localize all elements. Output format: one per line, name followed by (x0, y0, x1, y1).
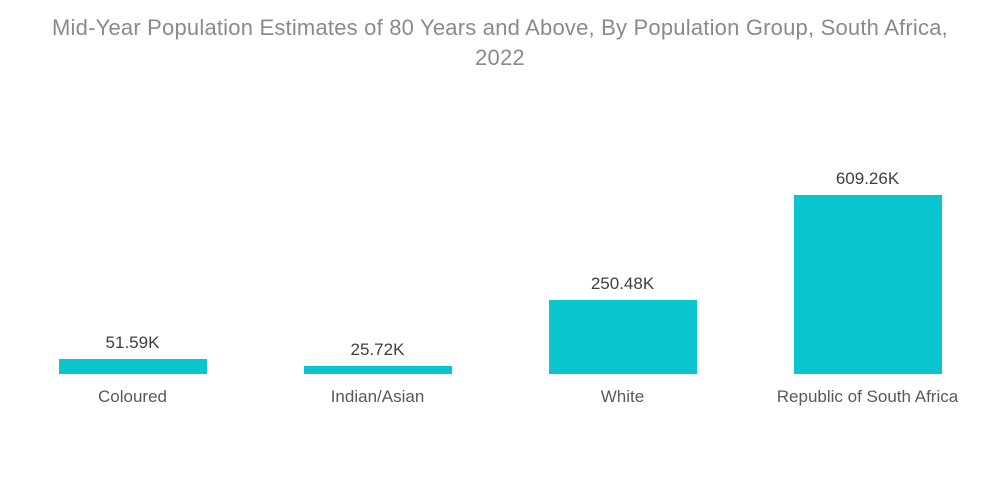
bar-column: 609.26K Republic of South Africa (745, 169, 990, 406)
category-label: Indian/Asian (330, 387, 425, 406)
bar (58, 359, 207, 374)
bar-value-label: 51.59K (105, 333, 160, 352)
bar-chart: 51.59K Coloured 25.72K Indian/Asian 250.… (10, 0, 990, 406)
bar-column: 25.72K Indian/Asian (255, 340, 500, 406)
bar (303, 366, 452, 374)
bar-column: 51.59K Coloured (10, 333, 255, 406)
chart-title: Mid-Year Population Estimates of 80 Year… (0, 13, 1000, 73)
chart-title-line1: Mid-Year Population Estimates of 80 Year… (52, 15, 948, 40)
category-label: Coloured (98, 387, 167, 406)
bar-value-label: 609.26K (835, 169, 900, 188)
bar-value-label: 250.48K (590, 274, 655, 293)
category-label: White (600, 387, 645, 406)
bar (548, 300, 697, 374)
chart-title-line2: 2022 (475, 45, 525, 70)
bar (793, 195, 942, 374)
bar-value-label: 25.72K (350, 340, 405, 359)
bar-column: 250.48K White (500, 274, 745, 406)
category-label: Republic of South Africa (776, 387, 959, 406)
